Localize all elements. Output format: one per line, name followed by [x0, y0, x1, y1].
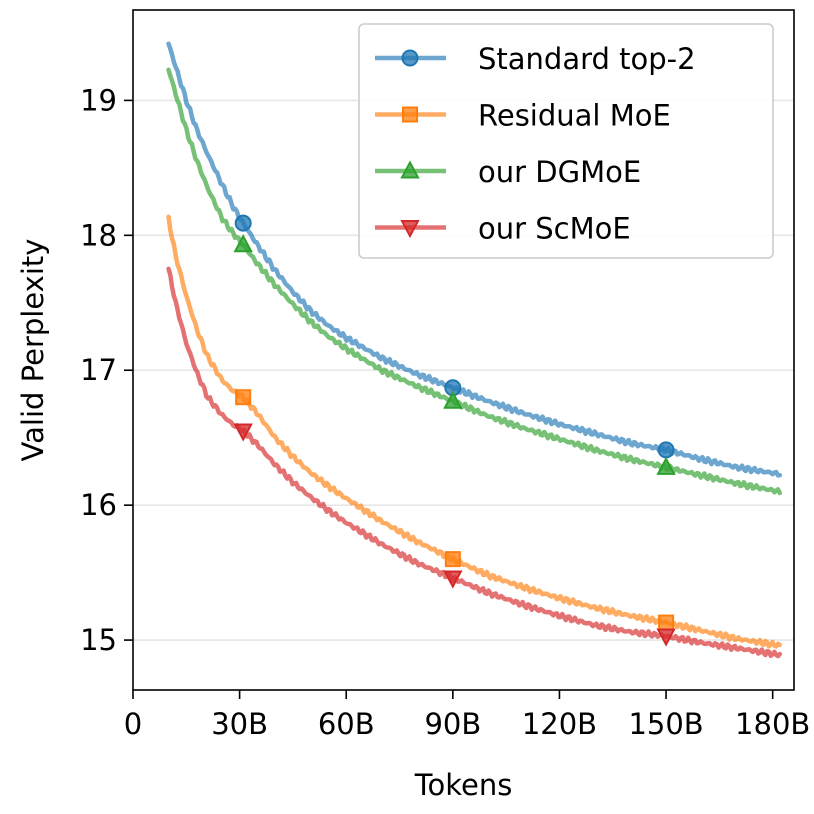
marker-our-dgmoe [443, 390, 463, 409]
x-tick-label: 90B [424, 707, 481, 741]
x-tick-label: 30B [211, 707, 268, 741]
legend-label-our-dgmoe: our DGMoE [478, 155, 641, 189]
axis-ticks: 15 16 17 18 19 0 30B 60B 90B 120B 150B 180B [80, 83, 810, 741]
x-tick-label: 60B [318, 707, 375, 741]
x-tick-label: 120B [522, 707, 597, 741]
marker-residual-moe [658, 614, 675, 631]
series-line-standard-top-2 [166, 41, 783, 478]
marker-our-scmoe [233, 423, 253, 442]
series-markers [233, 214, 676, 647]
marker-residual-moe [235, 389, 252, 406]
legend-marker-standard-top-2 [401, 49, 419, 67]
legend-marker-residual-moe [402, 106, 418, 123]
x-tick-label: 180B [735, 707, 810, 741]
x-axis-title: Tokens [414, 768, 513, 802]
x-tick-label: 0 [124, 707, 142, 741]
marker-standard-top-2 [234, 214, 252, 232]
plot-frame [132, 9, 795, 691]
marker-our-dgmoe [656, 456, 676, 475]
legend-box [358, 23, 774, 259]
legend-label-standard-top-2: Standard top-2 [478, 42, 696, 76]
legend-marker-our-scmoe [400, 220, 420, 239]
legend-marker-our-dgmoe [400, 160, 420, 179]
y-tick-label: 16 [80, 488, 117, 522]
marker-our-dgmoe [233, 234, 253, 253]
marker-our-scmoe [443, 570, 463, 589]
y-tick-label: 18 [80, 218, 117, 252]
marker-standard-top-2 [657, 441, 675, 459]
y-axis-title: Valid Perplexity [16, 239, 50, 462]
y-tick-label: 15 [80, 623, 117, 657]
marker-our-scmoe [656, 628, 676, 647]
marker-residual-moe [444, 551, 461, 568]
series-lines [166, 41, 783, 659]
y-tick-label: 19 [80, 83, 117, 117]
series-line-our-dgmoe [166, 67, 783, 496]
legend-label-our-scmoe: our ScMoE [478, 212, 631, 246]
y-tick-label: 17 [80, 353, 117, 387]
legend-label-residual-moe: Residual MoE [478, 99, 671, 133]
series-line-our-scmoe [166, 266, 783, 659]
legend: Standard top-2 Residual MoE our DGMoE our S… [358, 23, 774, 259]
x-tick-label: 150B [628, 707, 703, 741]
series-line-residual-moe [166, 214, 783, 649]
